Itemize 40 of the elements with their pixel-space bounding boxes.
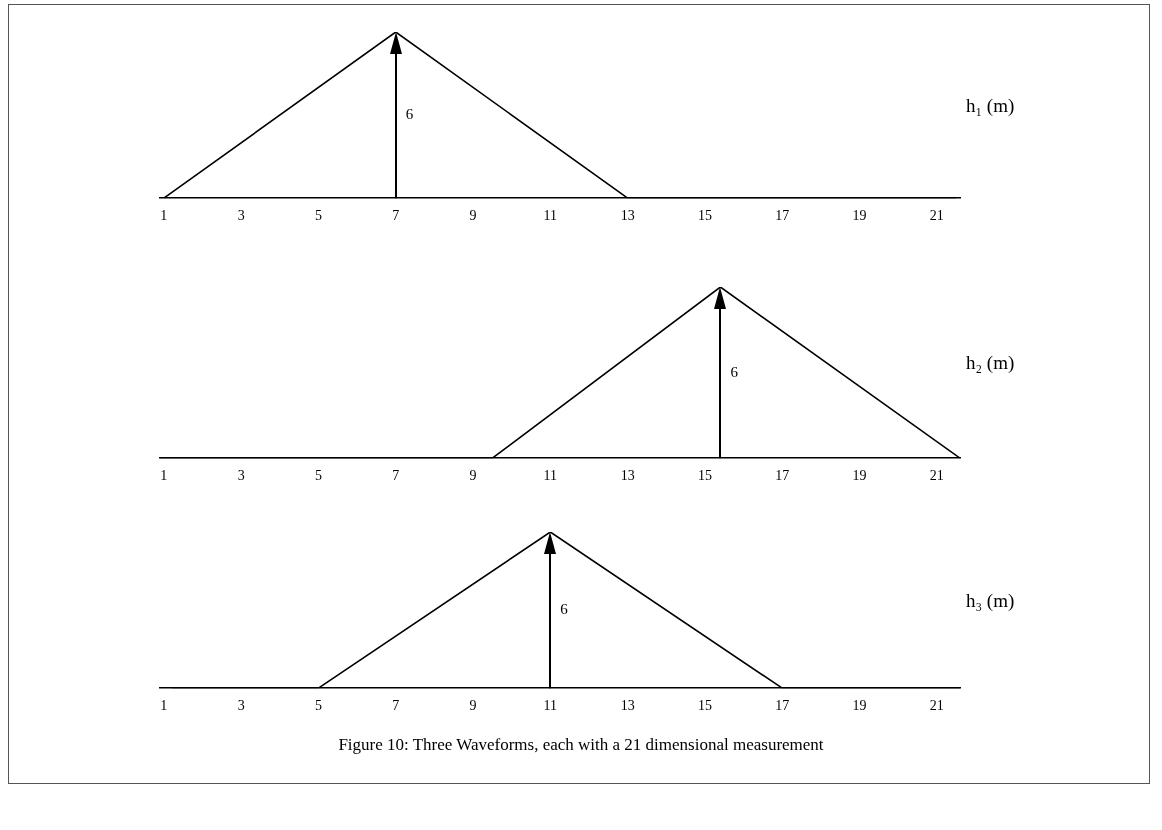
x-tick-label: 5 — [314, 468, 322, 484]
x-tick-label: 1 — [160, 468, 168, 484]
x-tick-label: 3 — [237, 468, 245, 484]
x-tick-label: 13 — [620, 208, 635, 224]
x-tick-label: 15 — [697, 208, 712, 224]
x-tick-label: 5 — [314, 208, 322, 224]
x-tick-label: 5 — [314, 698, 322, 714]
annotation: 6 — [560, 601, 569, 618]
x-tick-label: 15 — [697, 468, 712, 484]
x-tick-label: 13 — [620, 468, 635, 484]
x-tick-label: 17 — [775, 468, 790, 484]
x-tick-label: 1 — [160, 208, 168, 224]
annotation: 6 — [730, 363, 739, 380]
x-tick-label: 3 — [237, 698, 245, 714]
x-tick-label: 15 — [697, 698, 712, 714]
x-tick-label: 13 — [620, 698, 635, 714]
x-tick-label: 1 — [160, 698, 168, 714]
x-tick-label: 7 — [392, 208, 400, 224]
x-tick-label: 17 — [775, 698, 790, 714]
text: h₂ (m) — [966, 352, 1015, 375]
x-tick-label: 11 — [543, 698, 558, 714]
x-tick-label: 21 — [929, 468, 944, 484]
x-tick-label: 19 — [852, 698, 867, 714]
x-tick-label: 19 — [852, 208, 867, 224]
x-tick-label: 7 — [392, 468, 400, 484]
x-tick-label: 21 — [929, 208, 944, 224]
text: h₁ (m) — [966, 94, 1015, 117]
annotation: 6 — [405, 106, 414, 123]
caption: Figure 10: Three Waveforms, each with a 21 dimensional measurement — [337, 735, 825, 755]
text: h₃ (m) — [966, 590, 1015, 613]
x-tick-label: 11 — [543, 468, 558, 484]
x-tick-label: 19 — [852, 468, 867, 484]
x-tick-label: 17 — [775, 208, 790, 224]
x-tick-label: 9 — [469, 698, 477, 714]
x-tick-label: 9 — [469, 468, 477, 484]
x-tick-label: 9 — [469, 208, 477, 224]
x-tick-label: 7 — [392, 698, 400, 714]
x-tick-label: 21 — [929, 698, 944, 714]
x-tick-label: 11 — [543, 208, 558, 224]
x-tick-label: 3 — [237, 208, 245, 224]
